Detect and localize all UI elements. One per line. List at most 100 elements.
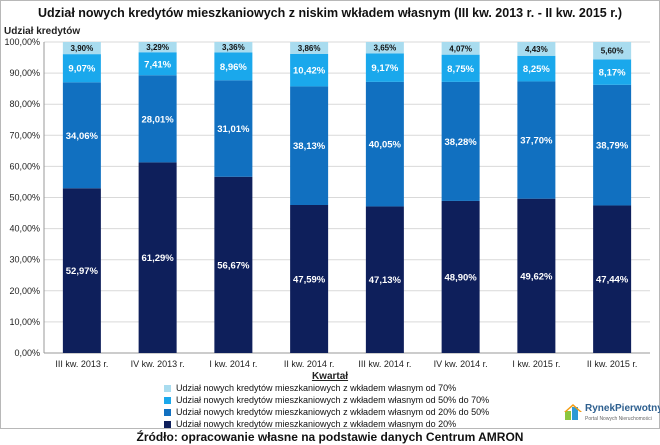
x-tick-label: II kw. 2015 r. bbox=[587, 359, 638, 369]
x-tick-label: I kw. 2014 r. bbox=[209, 359, 257, 369]
y-tick-label: 50,00% bbox=[9, 193, 40, 203]
data-label: 9,07% bbox=[68, 64, 95, 75]
data-label: 52,97% bbox=[66, 266, 99, 277]
bar-segment bbox=[214, 176, 253, 353]
data-label: 3,65% bbox=[374, 44, 397, 53]
bar-segment bbox=[593, 59, 632, 85]
y-tick-label: 40,00% bbox=[9, 224, 40, 234]
y-axis-label: Udział kredytów bbox=[4, 26, 81, 37]
bar-segment bbox=[365, 81, 404, 207]
data-label: 7,41% bbox=[144, 59, 171, 70]
data-label: 40,05% bbox=[369, 140, 402, 151]
data-label: 47,44% bbox=[596, 275, 629, 286]
bar-segment bbox=[365, 42, 404, 54]
legend-item: Udział nowych kredytów mieszkaniowych z … bbox=[164, 418, 489, 430]
legend-swatch bbox=[164, 408, 171, 416]
x-tick-label: II kw. 2014 r. bbox=[284, 359, 335, 369]
bar-segment bbox=[138, 162, 177, 353]
data-label: 3,86% bbox=[298, 44, 321, 53]
bar-segment bbox=[517, 81, 556, 199]
bar-segment bbox=[593, 205, 632, 353]
data-label: 37,70% bbox=[520, 136, 553, 147]
chart-title: Udział nowych kredytów mieszkaniowych z … bbox=[37, 6, 623, 20]
y-tick-label: 90,00% bbox=[9, 68, 40, 78]
logo-name: RynekPierwotny bbox=[585, 403, 660, 414]
x-tick-label: III kw. 2014 r. bbox=[358, 359, 411, 369]
data-label: 9,17% bbox=[371, 63, 398, 74]
rynekpierwotny-logo: RynekPierwotny Portal Nowych Nieruchomoś… bbox=[563, 400, 660, 426]
data-label: 38,79% bbox=[596, 141, 629, 152]
data-label: 5,60% bbox=[601, 47, 624, 56]
legend-swatch bbox=[164, 396, 171, 404]
bar-segment bbox=[517, 198, 556, 353]
y-tick-label: 60,00% bbox=[9, 161, 40, 171]
data-label: 31,01% bbox=[217, 124, 250, 135]
x-tick-label: IV kw. 2013 r. bbox=[131, 359, 185, 369]
bar-segment bbox=[517, 42, 556, 56]
legend-item: Udział nowych kredytów mieszkaniowych z … bbox=[164, 382, 489, 394]
bar-segment bbox=[441, 54, 480, 82]
data-label: 47,59% bbox=[293, 274, 326, 285]
data-label: 34,06% bbox=[66, 131, 99, 142]
data-label: 4,43% bbox=[525, 45, 548, 54]
data-label: 8,75% bbox=[447, 64, 474, 75]
data-label: 61,29% bbox=[142, 253, 175, 264]
x-tick-label: IV kw. 2014 r. bbox=[434, 359, 488, 369]
data-label: 3,29% bbox=[146, 43, 169, 52]
bar-segment bbox=[62, 54, 101, 83]
y-tick-label: 70,00% bbox=[9, 130, 40, 140]
legend-label: Udział nowych kredytów mieszkaniowych z … bbox=[176, 407, 490, 417]
legend-label: Udział nowych kredytów mieszkaniowych z … bbox=[176, 395, 490, 405]
x-tick-label: III kw. 2013 r. bbox=[55, 359, 108, 369]
x-axis-label: Kwartał bbox=[311, 371, 349, 382]
data-label: 38,28% bbox=[445, 137, 478, 148]
y-tick-label: 10,00% bbox=[9, 317, 40, 327]
bar-segment bbox=[290, 86, 329, 205]
legend-item: Udział nowych kredytów mieszkaniowych z … bbox=[164, 406, 489, 418]
bar-segment bbox=[138, 42, 177, 53]
bar-segment bbox=[62, 82, 101, 189]
legend-swatch bbox=[164, 420, 171, 428]
data-label: 10,42% bbox=[293, 66, 326, 77]
data-label: 4,07% bbox=[449, 44, 472, 53]
data-label: 47,13% bbox=[369, 275, 402, 286]
data-label: 28,01% bbox=[142, 114, 175, 125]
bar-segment bbox=[593, 84, 632, 206]
y-tick-label: 0,00% bbox=[14, 348, 40, 358]
stacked-bar-chart: 0,00% 10,00% 20,00% 30,00% 40,00% 50,00% 60,00… bbox=[4, 37, 650, 369]
bar-segment bbox=[214, 80, 253, 177]
bar-segment bbox=[517, 55, 556, 82]
house-icon bbox=[564, 404, 582, 420]
bar-segment bbox=[441, 81, 480, 201]
bar-segment bbox=[441, 200, 480, 353]
y-tick-label: 80,00% bbox=[9, 99, 40, 109]
legend-label: Udział nowych kredytów mieszkaniowych z … bbox=[176, 419, 457, 429]
bar-segment bbox=[290, 54, 329, 87]
bar-segment bbox=[290, 42, 329, 55]
bar-segment bbox=[138, 75, 177, 163]
bar-segment bbox=[138, 52, 177, 76]
y-tick-label: 30,00% bbox=[9, 255, 40, 265]
bar-segment bbox=[365, 53, 404, 82]
data-label: 38,13% bbox=[293, 141, 326, 152]
legend-item: Udział nowych kredytów mieszkaniowych z … bbox=[164, 394, 489, 406]
source-note: Źródło: opracowanie własne na podstawie … bbox=[136, 430, 524, 444]
bar-segment bbox=[365, 206, 404, 353]
data-label: 8,17% bbox=[599, 68, 626, 79]
legend-label: Udział nowych kredytów mieszkaniowych z … bbox=[176, 383, 457, 393]
logo-tagline: Portal Nowych Nieruchomości bbox=[585, 416, 652, 422]
bar-segment bbox=[593, 42, 632, 60]
bar-segment bbox=[62, 188, 101, 353]
data-label: 8,25% bbox=[523, 64, 550, 75]
data-label: 3,90% bbox=[71, 44, 94, 53]
legend: Udział nowych kredytów mieszkaniowych z … bbox=[164, 382, 489, 430]
data-label: 48,90% bbox=[445, 272, 478, 283]
x-tick-label: I kw. 2015 r. bbox=[512, 359, 560, 369]
bar-segment bbox=[441, 42, 480, 55]
data-label: 56,67% bbox=[217, 260, 250, 271]
bar-segment bbox=[214, 42, 253, 53]
bar-segment bbox=[290, 204, 329, 353]
data-label: 8,96% bbox=[220, 62, 247, 73]
bar-segment bbox=[62, 42, 101, 55]
data-label: 3,36% bbox=[222, 43, 245, 52]
